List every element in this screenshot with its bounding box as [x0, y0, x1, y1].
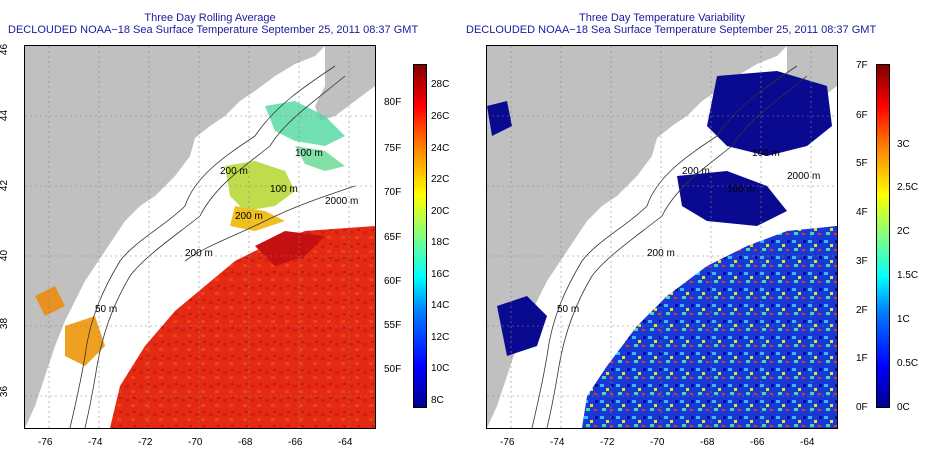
right-x-tick: -64 [800, 437, 815, 448]
right-cb-f-label: 7F [856, 60, 868, 71]
left-cb-c-label: 14C [431, 300, 450, 311]
left-y-tick: 46 [0, 43, 11, 56]
right-map: 100 m 2000 m 100 m 200 m 200 m 50 m [486, 45, 838, 429]
left-cb-c-label: 16C [431, 269, 450, 280]
left-cb-c-label: 28C [431, 79, 450, 90]
left-cb-f-label: 65F [384, 232, 402, 243]
left-cb-c-label: 18C [431, 237, 450, 248]
left-colorbar [413, 64, 427, 408]
left-isobath-label-1: 100 m [295, 148, 323, 159]
left-map: 100 m 2000 m 200 m 100 m 200 m 200 m 50 … [24, 45, 376, 429]
right-x-tick: -68 [700, 437, 715, 448]
right-x-tick: -66 [750, 437, 765, 448]
right-cb-f-label: 6F [856, 110, 868, 121]
right-cb-f-label: 0F [856, 402, 868, 413]
right-x-tick: -74 [550, 437, 565, 448]
left-x-tick: -66 [288, 437, 303, 448]
left-cb-f-label: 50F [384, 364, 402, 375]
left-y-tick: 44 [0, 109, 11, 122]
right-cb-f-label: 1F [856, 353, 868, 364]
left-x-tick: -70 [188, 437, 203, 448]
left-x-tick: -72 [138, 437, 153, 448]
left-x-tick: -64 [338, 437, 353, 448]
right-x-tick: -70 [650, 437, 665, 448]
left-y-tick: 38 [0, 317, 11, 330]
right-cb-f-label: 4F [856, 207, 868, 218]
left-cb-c-label: 8C [431, 395, 444, 406]
left-x-tick: -74 [88, 437, 103, 448]
right-cb-c-label: 3C [897, 139, 910, 150]
left-cb-c-label: 10C [431, 363, 450, 374]
right-x-tick: -76 [500, 437, 515, 448]
right-isobath-label-1: 100 m [752, 148, 780, 159]
right-cb-c-label: 0C [897, 402, 910, 413]
right-cb-c-label: 1C [897, 314, 910, 325]
right-cb-c-label: 2.5C [897, 182, 919, 193]
right-cb-c-label: 2C [897, 226, 910, 237]
left-title-1: Three Day Rolling Average [144, 12, 276, 24]
right-cb-c-label: 0.5C [897, 358, 919, 369]
left-y-tick: 40 [0, 249, 11, 262]
right-cb-f-label: 5F [856, 158, 868, 169]
left-isobath-label-4: 100 m [270, 184, 298, 195]
left-cb-c-label: 24C [431, 143, 450, 154]
right-isobath-label-3: 100 m [727, 184, 755, 195]
left-isobath-label-3: 200 m [185, 248, 213, 259]
right-colorbar [876, 64, 890, 408]
right-isobath-label-2: 2000 m [787, 171, 821, 182]
right-title-1: Three Day Temperature Variability [579, 12, 745, 24]
left-isobath-label-2: 2000 m [325, 196, 359, 207]
left-title-2: DECLOUDED NOAA−18 Sea Surface Temperatur… [8, 24, 419, 36]
left-cb-c-label: 20C [431, 206, 450, 217]
left-cb-f-label: 75F [384, 143, 402, 154]
left-y-tick: 36 [0, 385, 11, 398]
right-x-tick: -72 [600, 437, 615, 448]
left-isobath-label-5: 200 m [235, 211, 263, 222]
left-cb-c-label: 26C [431, 111, 450, 122]
left-isobath-label-6: 200 m [220, 166, 248, 177]
left-x-tick: -68 [238, 437, 253, 448]
left-cb-c-label: 22C [431, 174, 450, 185]
left-isobath-label-7: 50 m [95, 304, 118, 315]
right-cb-c-label: 1.5C [897, 270, 919, 281]
right-isobath-label-5: 200 m [682, 166, 710, 177]
right-cb-f-label: 2F [856, 305, 868, 316]
left-y-tick: 42 [0, 179, 11, 192]
left-cb-f-label: 80F [384, 97, 402, 108]
right-title-2: DECLOUDED NOAA−18 Sea Surface Temperatur… [466, 24, 877, 36]
right-cb-f-label: 3F [856, 256, 868, 267]
left-cb-f-label: 70F [384, 187, 402, 198]
left-cb-f-label: 60F [384, 276, 402, 287]
right-isobath-label-6: 50 m [557, 304, 580, 315]
left-x-tick: -76 [38, 437, 53, 448]
right-isobath-label-4: 200 m [647, 248, 675, 259]
left-cb-f-label: 55F [384, 320, 402, 331]
left-cb-c-label: 12C [431, 332, 450, 343]
